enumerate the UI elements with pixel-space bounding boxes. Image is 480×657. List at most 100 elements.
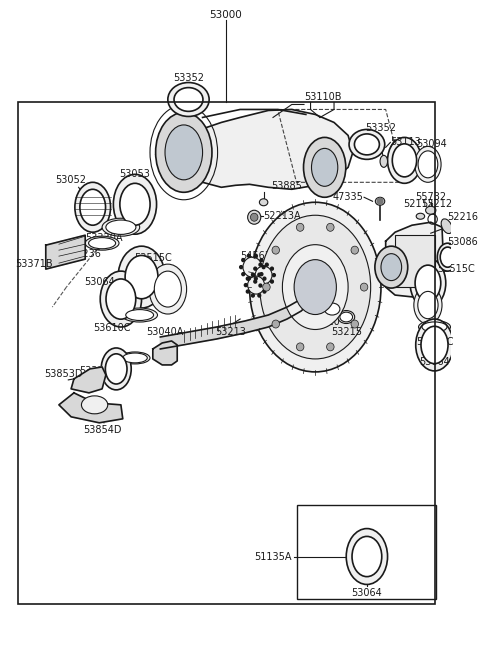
Ellipse shape <box>303 137 346 197</box>
Circle shape <box>248 254 250 258</box>
Ellipse shape <box>102 218 140 237</box>
Ellipse shape <box>354 134 379 155</box>
Ellipse shape <box>426 206 436 214</box>
Ellipse shape <box>260 215 371 359</box>
Text: 47335: 47335 <box>332 193 363 202</box>
Ellipse shape <box>375 197 385 205</box>
Circle shape <box>259 284 262 287</box>
Circle shape <box>260 273 263 276</box>
Polygon shape <box>384 222 444 297</box>
Circle shape <box>351 246 359 254</box>
Circle shape <box>297 343 304 351</box>
Ellipse shape <box>101 348 131 390</box>
Circle shape <box>297 223 304 231</box>
Bar <box>395 235 434 287</box>
Circle shape <box>273 273 276 277</box>
Text: 53325: 53325 <box>79 366 110 376</box>
Text: 53213: 53213 <box>216 327 246 337</box>
Circle shape <box>258 273 261 276</box>
Text: 53064: 53064 <box>351 589 382 599</box>
Bar <box>298 505 436 599</box>
Circle shape <box>259 263 262 266</box>
Ellipse shape <box>165 125 203 180</box>
Text: 52212: 52212 <box>421 199 452 209</box>
Ellipse shape <box>294 260 336 315</box>
Circle shape <box>258 294 261 297</box>
Circle shape <box>252 273 255 277</box>
Ellipse shape <box>85 237 119 250</box>
Circle shape <box>248 276 264 294</box>
Ellipse shape <box>338 311 355 323</box>
Circle shape <box>248 277 250 280</box>
Circle shape <box>240 265 242 269</box>
Text: 53064: 53064 <box>84 277 115 287</box>
Ellipse shape <box>419 321 450 334</box>
Bar <box>18 102 434 604</box>
Ellipse shape <box>352 536 382 577</box>
Circle shape <box>243 257 262 277</box>
Ellipse shape <box>149 264 187 314</box>
Ellipse shape <box>126 309 154 321</box>
Circle shape <box>252 294 254 297</box>
Circle shape <box>326 223 334 231</box>
Text: 53610C: 53610C <box>416 337 453 347</box>
Text: 53236: 53236 <box>70 249 101 259</box>
Text: 53064: 53064 <box>419 357 450 367</box>
Polygon shape <box>59 393 123 423</box>
Circle shape <box>272 320 279 328</box>
Ellipse shape <box>259 199 268 206</box>
Circle shape <box>246 277 249 280</box>
Ellipse shape <box>346 529 387 585</box>
Text: 53094: 53094 <box>416 139 446 149</box>
Text: 55732: 55732 <box>415 193 446 202</box>
Ellipse shape <box>82 396 108 414</box>
Text: 53113: 53113 <box>390 137 421 147</box>
Text: 52115: 52115 <box>403 199 434 209</box>
Circle shape <box>246 290 249 293</box>
Polygon shape <box>153 341 177 365</box>
Circle shape <box>260 259 263 261</box>
Text: 52216: 52216 <box>448 212 479 222</box>
Text: 53371B: 53371B <box>16 259 53 269</box>
Ellipse shape <box>387 137 421 183</box>
Text: 53320A: 53320A <box>85 233 123 243</box>
Circle shape <box>263 283 270 291</box>
Circle shape <box>360 283 368 291</box>
Ellipse shape <box>410 258 446 308</box>
Circle shape <box>326 343 334 351</box>
Ellipse shape <box>440 247 455 267</box>
Ellipse shape <box>381 254 402 281</box>
Circle shape <box>272 246 279 254</box>
Polygon shape <box>46 235 85 269</box>
Ellipse shape <box>75 182 110 232</box>
Ellipse shape <box>375 246 408 288</box>
Text: 53053: 53053 <box>120 170 150 179</box>
Ellipse shape <box>118 246 165 308</box>
Text: 54561D: 54561D <box>240 251 279 261</box>
Text: 53110B: 53110B <box>304 93 341 102</box>
Ellipse shape <box>250 202 381 372</box>
Text: 53410: 53410 <box>309 317 340 327</box>
Circle shape <box>262 265 265 269</box>
Polygon shape <box>71 367 106 393</box>
Circle shape <box>377 198 383 204</box>
Ellipse shape <box>80 189 106 225</box>
Ellipse shape <box>89 238 116 249</box>
Ellipse shape <box>441 219 452 234</box>
Circle shape <box>248 210 261 224</box>
Ellipse shape <box>174 87 203 111</box>
Circle shape <box>265 263 268 266</box>
Circle shape <box>265 284 268 286</box>
Text: 53610C: 53610C <box>93 323 130 333</box>
Text: 53515C: 53515C <box>134 253 172 263</box>
Text: 53352: 53352 <box>365 124 396 133</box>
Text: 53052: 53052 <box>56 175 86 185</box>
Text: 53854D: 53854D <box>83 425 121 435</box>
Circle shape <box>244 284 247 286</box>
Ellipse shape <box>415 147 441 182</box>
Text: 53885: 53885 <box>271 181 302 191</box>
Circle shape <box>351 320 359 328</box>
Circle shape <box>265 284 268 287</box>
Ellipse shape <box>106 279 136 319</box>
Ellipse shape <box>415 265 441 301</box>
